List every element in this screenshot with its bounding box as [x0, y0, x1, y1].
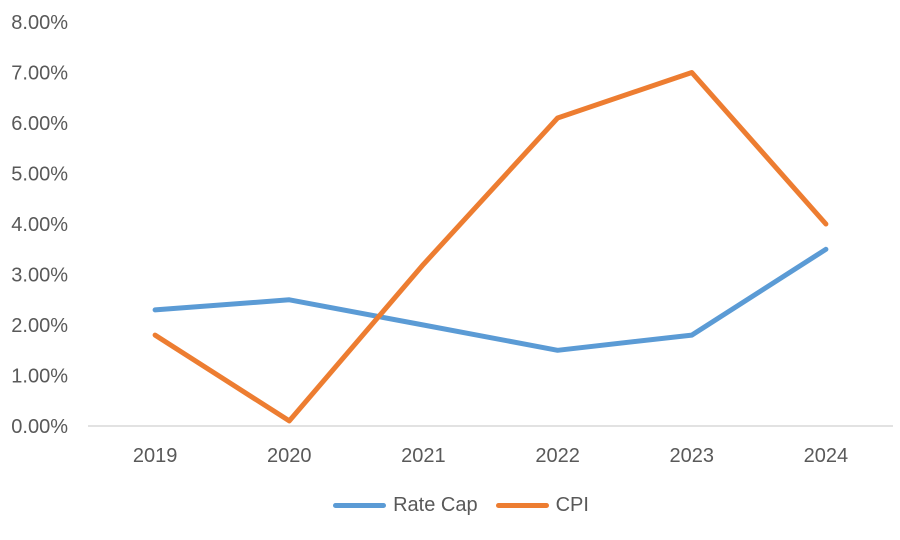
chart-legend: Rate Cap CPI — [0, 491, 900, 519]
y-axis-tick-label: 2.00% — [11, 315, 68, 337]
y-axis-labels: 0.00% 1.00% 2.00% 3.00% 4.00% 5.00% 6.00% 7.00%… — [11, 12, 68, 438]
x-axis-tick-label: 2020 — [267, 445, 312, 467]
chart-series-lines — [152, 70, 829, 424]
legend-swatch-rate-cap — [333, 502, 387, 508]
legend-label-cpi: CPI — [555, 494, 589, 516]
y-axis-tick-label: 6.00% — [11, 113, 68, 135]
series-line-cpi — [152, 70, 829, 424]
legend-item-rate-cap: Rate Cap — [333, 491, 478, 519]
x-axis-tick-label: 2024 — [804, 445, 849, 467]
x-axis-tick-label: 2022 — [535, 445, 580, 467]
y-axis-tick-label: 1.00% — [11, 366, 68, 388]
legend-label-rate-cap: Rate Cap — [393, 494, 478, 516]
y-axis-tick-label: 7.00% — [11, 63, 68, 85]
y-axis-tick-label: 5.00% — [11, 164, 68, 186]
legend-swatch-cpi — [495, 502, 549, 508]
y-axis-tick-label: 3.00% — [11, 265, 68, 287]
y-axis-tick-label: 0.00% — [11, 416, 68, 438]
legend-item-cpi: CPI — [495, 491, 589, 519]
x-axis-tick-label: 2023 — [670, 445, 715, 467]
series-line-rate-cap — [152, 246, 829, 353]
y-axis-tick-label: 8.00% — [11, 12, 68, 34]
y-axis-tick-label: 4.00% — [11, 214, 68, 236]
x-axis-tick-label: 2021 — [401, 445, 446, 467]
x-axis-labels: 2019 2020 2021 2022 2023 2024 — [133, 445, 848, 467]
x-axis-tick-label: 2019 — [133, 445, 178, 467]
